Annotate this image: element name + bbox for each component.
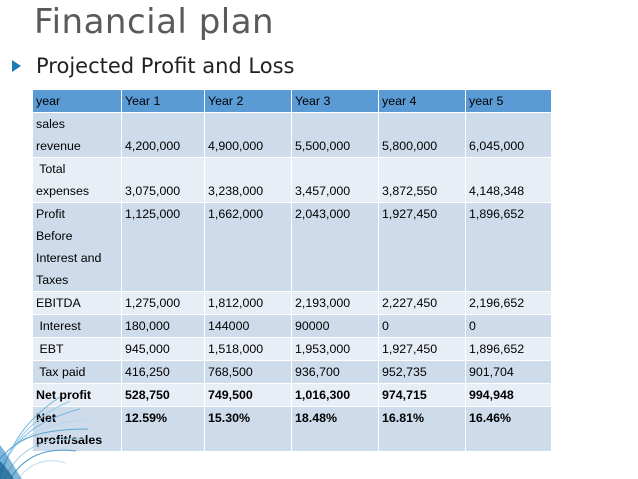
header-cell-year-3: Year 3 bbox=[291, 89, 379, 113]
row-label-line: revenue bbox=[36, 139, 81, 153]
table-cell: 1,016,300 bbox=[291, 383, 379, 407]
table-cell: 3,872,550 bbox=[378, 157, 466, 203]
table-cell: 994,948 bbox=[465, 383, 552, 407]
row-label: Interest bbox=[32, 314, 122, 338]
table-row-interest: Interest 180,000 144000 90000 0 0 bbox=[32, 314, 552, 338]
table-cell: 90000 bbox=[291, 314, 379, 338]
table-cell: 1,927,450 bbox=[378, 337, 466, 361]
row-label-line: Before bbox=[36, 229, 73, 243]
corner-decoration bbox=[0, 396, 89, 479]
table-cell: 749,500 bbox=[204, 383, 292, 407]
table-cell: 1,812,000 bbox=[204, 291, 292, 315]
table-cell: 180,000 bbox=[121, 314, 205, 338]
table-cell: 3,075,000 bbox=[121, 157, 205, 203]
table-cell: 5,500,000 bbox=[291, 112, 379, 158]
row-label: EBT bbox=[32, 337, 122, 361]
row-label-line: profit/sales bbox=[36, 433, 103, 447]
table-cell: 528,750 bbox=[121, 383, 205, 407]
table-cell: 1,927,450 bbox=[378, 202, 466, 292]
deco-arc bbox=[0, 428, 89, 460]
table-cell: 4,148,348 bbox=[465, 157, 552, 203]
table-cell: 1,953,000 bbox=[291, 337, 379, 361]
table-row-tax-paid: Tax paid 416,250 768,500 936,700 952,735… bbox=[32, 360, 552, 384]
table-cell: 768,500 bbox=[204, 360, 292, 384]
table-cell: 1,275,000 bbox=[121, 291, 205, 315]
table-cell: 945,000 bbox=[121, 337, 205, 361]
table-cell: 2,227,450 bbox=[378, 291, 466, 315]
table-cell: 1,896,652 bbox=[465, 337, 552, 361]
table-cell: 0 bbox=[378, 314, 466, 338]
deco-fill bbox=[0, 461, 14, 479]
deco-arc bbox=[0, 418, 87, 466]
row-label: Net profit bbox=[32, 383, 122, 407]
table-cell: 12.59% bbox=[121, 406, 205, 452]
row-label: Tax paid bbox=[32, 360, 122, 384]
table-row-ebitda: EBITDA 1,275,000 1,812,000 2,193,000 2,2… bbox=[32, 291, 552, 315]
table-row-sales-revenue: sales revenue 4,200,000 4,900,000 5,500,… bbox=[32, 112, 552, 158]
table-cell: 18.48% bbox=[291, 406, 379, 452]
table-header-row: year Year 1 Year 2 Year 3 year 4 year 5 bbox=[32, 89, 552, 113]
table-cell: 2,193,000 bbox=[291, 291, 379, 315]
table-cell: 2,043,000 bbox=[291, 202, 379, 292]
row-label: sales revenue bbox=[32, 112, 122, 158]
header-cell-year: year bbox=[32, 89, 122, 113]
triangle-bullet-icon bbox=[12, 60, 21, 72]
table-cell: 936,700 bbox=[291, 360, 379, 384]
table-cell: 5,800,000 bbox=[378, 112, 466, 158]
table-row-total-expenses: Total expenses 3,075,000 3,238,000 3,457… bbox=[32, 157, 552, 203]
table-cell: 4,900,000 bbox=[204, 112, 292, 158]
table-cell: 1,662,000 bbox=[204, 202, 292, 292]
row-label-line: sales bbox=[36, 117, 65, 131]
table-cell: 901,704 bbox=[465, 360, 552, 384]
header-cell-year-5: year 5 bbox=[465, 89, 552, 113]
bullet-item: Projected Profit and Loss bbox=[12, 52, 294, 80]
table-cell: 952,735 bbox=[378, 360, 466, 384]
table-cell: 2,196,652 bbox=[465, 291, 552, 315]
header-cell-year-2: Year 2 bbox=[204, 89, 292, 113]
table-row-ebt: EBT 945,000 1,518,000 1,953,000 1,927,45… bbox=[32, 337, 552, 361]
table-row-profit-before-interest: Profit Before Interest and Taxes 1,125,0… bbox=[32, 202, 552, 292]
table-cell: 6,045,000 bbox=[465, 112, 552, 158]
row-label: EBITDA bbox=[32, 291, 122, 315]
row-label: Profit Before Interest and Taxes bbox=[32, 202, 122, 292]
row-label-line: Profit bbox=[36, 207, 65, 221]
row-label-line: expenses bbox=[36, 184, 90, 198]
deco-arc bbox=[17, 460, 67, 479]
deco-arc bbox=[9, 449, 77, 479]
slide-subtitle: Projected Profit and Loss bbox=[36, 54, 295, 78]
table-cell: 1,125,000 bbox=[121, 202, 205, 292]
table-cell: 144000 bbox=[204, 314, 292, 338]
table-row-net-profit-sales: Net profit/sales 12.59% 15.30% 18.48% 16… bbox=[32, 406, 552, 452]
header-cell-year-4: year 4 bbox=[378, 89, 466, 113]
table-cell: 3,457,000 bbox=[291, 157, 379, 203]
table-cell: 15.30% bbox=[204, 406, 292, 452]
table-cell: 16.81% bbox=[378, 406, 466, 452]
row-label-line: Interest and bbox=[36, 251, 102, 265]
slide-title: Financial plan bbox=[34, 2, 275, 42]
row-label-line: Taxes bbox=[36, 273, 69, 287]
row-label-line: Total bbox=[36, 162, 66, 176]
row-label: Total expenses bbox=[32, 157, 122, 203]
table-row-net-profit: Net profit 528,750 749,500 1,016,300 974… bbox=[32, 383, 552, 407]
table-cell: 974,715 bbox=[378, 383, 466, 407]
table-cell: 416,250 bbox=[121, 360, 205, 384]
table-cell: 3,238,000 bbox=[204, 157, 292, 203]
table-cell: 4,200,000 bbox=[121, 112, 205, 158]
table-cell: 1,896,652 bbox=[465, 202, 552, 292]
header-cell-year-1: Year 1 bbox=[121, 89, 205, 113]
table-cell: 0 bbox=[465, 314, 552, 338]
row-label-line: Net bbox=[36, 411, 56, 425]
table-cell: 16.46% bbox=[465, 406, 552, 452]
table-cell: 1,518,000 bbox=[204, 337, 292, 361]
profit-loss-table: year Year 1 Year 2 Year 3 year 4 year 5 … bbox=[32, 89, 552, 452]
